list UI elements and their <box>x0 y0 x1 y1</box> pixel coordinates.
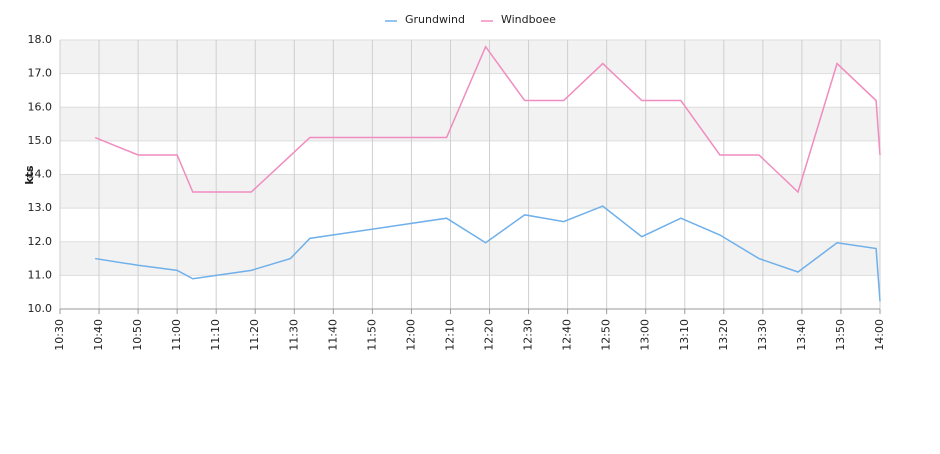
series-line <box>94 45 881 194</box>
grid-band <box>60 174 880 209</box>
x-tick-label: 13:20 <box>717 319 730 351</box>
grid-band <box>60 107 880 141</box>
y-tick-label: 15.0 <box>28 134 53 147</box>
y-tick-label: 13.0 <box>28 201 53 214</box>
x-tick-label: 11:30 <box>287 319 300 351</box>
y-tick-label: 16.0 <box>28 100 53 113</box>
y-tick-label: 17.0 <box>28 67 53 80</box>
x-tick-label: 10:30 <box>53 319 66 351</box>
x-tick-label: 12:10 <box>443 319 456 351</box>
x-tick-label: 11:20 <box>248 319 261 351</box>
y-tick-label: 11.0 <box>28 268 53 281</box>
x-tick-label: 11:50 <box>365 319 378 351</box>
x-tick-label: 12:40 <box>561 319 574 351</box>
y-tick-label: 18.0 <box>28 33 53 46</box>
x-tick-label: 12:00 <box>404 319 417 351</box>
grid-band <box>60 241 880 276</box>
legend-item: Windboee <box>480 13 556 26</box>
x-tick-label: 10:40 <box>92 319 105 351</box>
x-tick-label: 12:50 <box>600 319 613 351</box>
legend-item: Grundwind <box>385 13 465 26</box>
x-tick-label: 11:00 <box>170 319 183 351</box>
x-tick-label: 13:10 <box>678 319 691 351</box>
y-tick-label: 14.0 <box>28 168 53 181</box>
x-tick-label: 13:30 <box>756 319 769 351</box>
x-tick-label: 10:50 <box>131 319 144 351</box>
x-tick-label: 11:10 <box>209 319 222 351</box>
x-tick-label: 12:20 <box>483 319 496 351</box>
x-tick-label: 14:00 <box>873 319 886 351</box>
y-tick-label: 12.0 <box>28 235 53 248</box>
y-axis-label: kts <box>23 165 36 185</box>
x-tick-label: 13:40 <box>795 319 808 351</box>
grid-band <box>60 40 880 74</box>
x-tick-label: 12:30 <box>522 319 535 351</box>
x-tick-label: 13:00 <box>639 319 652 351</box>
series-line <box>95 205 881 302</box>
legend-label: Grundwind <box>405 13 465 26</box>
x-tick-label: 11:40 <box>326 319 339 351</box>
legend-label: Windboee <box>501 13 556 26</box>
x-tick-label: 13:50 <box>834 319 847 351</box>
y-tick-label: 10.0 <box>28 302 53 315</box>
